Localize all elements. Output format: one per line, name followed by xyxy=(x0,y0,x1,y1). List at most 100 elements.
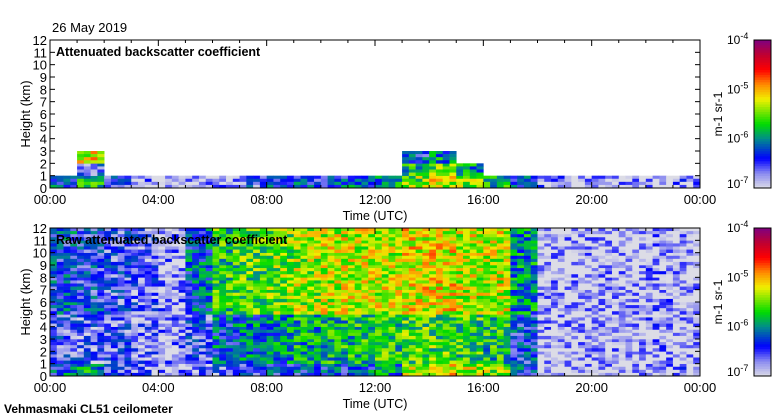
heatmap-cell xyxy=(347,332,355,337)
heatmap-cell xyxy=(456,314,464,318)
heatmap-cell xyxy=(544,357,552,361)
heatmap-cell xyxy=(97,348,105,352)
heatmap-cell xyxy=(56,305,64,309)
heatmap-cell xyxy=(537,308,545,312)
heatmap-cell xyxy=(259,178,267,183)
heatmap-cell xyxy=(544,255,552,260)
panel-title: Attenuated backscatter coefficient xyxy=(56,45,261,59)
heatmap-cell xyxy=(77,166,85,170)
heatmap-cell xyxy=(503,240,511,244)
heatmap-cell xyxy=(131,351,139,355)
heatmap-cell xyxy=(408,258,416,263)
heatmap-cell xyxy=(50,261,58,266)
heatmap-cell xyxy=(253,302,261,306)
heatmap-cell xyxy=(666,240,674,244)
heatmap-cell xyxy=(435,363,444,368)
colorbar-segment xyxy=(754,153,771,157)
heatmap-cell xyxy=(422,181,430,186)
heatmap-cell xyxy=(138,305,146,309)
heatmap-cell xyxy=(205,342,213,346)
heatmap-cell xyxy=(381,295,389,300)
heatmap-cell xyxy=(611,314,620,318)
heatmap-cell xyxy=(273,305,281,309)
heatmap-cell xyxy=(341,255,349,260)
heatmap-cell xyxy=(510,184,518,189)
heatmap-cell xyxy=(652,265,660,269)
heatmap-cell xyxy=(110,372,119,377)
heatmap-cell xyxy=(205,311,213,315)
heatmap-cell xyxy=(679,317,687,321)
heatmap-cell xyxy=(449,354,457,358)
heatmap-cell xyxy=(300,249,308,253)
heatmap-cell xyxy=(618,302,626,306)
heatmap-cell xyxy=(192,348,200,352)
heatmap-cell xyxy=(368,298,376,303)
heatmap-cell xyxy=(124,320,132,324)
heatmap-cell xyxy=(198,326,207,331)
heatmap-cell xyxy=(286,369,295,374)
heatmap-cell xyxy=(286,317,295,321)
heatmap-cell xyxy=(259,175,267,180)
heatmap-cell xyxy=(483,298,491,303)
heatmap-cell xyxy=(584,265,592,269)
heatmap-cell xyxy=(564,283,572,287)
heatmap-cell xyxy=(307,360,315,364)
heatmap-cell xyxy=(564,252,572,257)
heatmap-cell xyxy=(469,366,477,371)
heatmap-cell xyxy=(686,329,694,334)
heatmap-cell xyxy=(90,311,98,315)
heatmap-cell xyxy=(205,369,213,374)
heatmap-cell xyxy=(165,277,173,281)
heatmap-cell xyxy=(645,268,653,272)
heatmap-cell xyxy=(666,298,674,303)
heatmap-cell xyxy=(158,351,166,355)
heatmap-cell xyxy=(165,181,173,186)
heatmap-cell xyxy=(381,329,389,334)
heatmap-cell xyxy=(584,295,592,300)
heatmap-cell xyxy=(584,249,592,253)
heatmap-cell xyxy=(361,317,369,321)
heatmap-cell xyxy=(537,345,545,349)
heatmap-cell xyxy=(124,175,132,180)
heatmap-cell xyxy=(83,252,91,257)
heatmap-cell xyxy=(517,335,525,340)
heatmap-cell xyxy=(578,265,586,269)
heatmap-cell xyxy=(388,366,396,371)
heatmap-cell xyxy=(517,351,525,355)
heatmap-cell xyxy=(165,372,173,377)
heatmap-cell xyxy=(551,308,559,312)
heatmap-cell xyxy=(347,295,355,300)
heatmap-cell xyxy=(639,354,647,358)
heatmap-cell xyxy=(280,305,288,309)
heatmap-cell xyxy=(408,305,416,309)
heatmap-cell xyxy=(679,274,687,278)
heatmap-cell xyxy=(266,332,274,337)
heatmap-cell xyxy=(131,178,139,183)
heatmap-cell xyxy=(476,372,484,377)
heatmap-cell xyxy=(408,154,416,158)
heatmap-cell xyxy=(212,271,220,275)
heatmap-cell xyxy=(307,298,315,303)
heatmap-cell xyxy=(50,265,58,269)
heatmap-cell xyxy=(104,357,112,361)
heatmap-cell xyxy=(490,369,498,374)
heatmap-cell xyxy=(557,320,565,324)
heatmap-cell xyxy=(63,255,71,260)
heatmap-cell xyxy=(138,329,146,334)
heatmap-cell xyxy=(97,283,105,287)
heatmap-cell xyxy=(327,274,335,278)
heatmap-cell xyxy=(408,323,416,327)
heatmap-cell xyxy=(77,369,85,374)
heatmap-cell xyxy=(537,292,545,297)
heatmap-cell xyxy=(77,249,85,253)
heatmap-cell xyxy=(415,243,423,247)
heatmap-cell xyxy=(70,258,78,263)
heatmap-cell xyxy=(598,184,606,189)
heatmap-cell xyxy=(442,295,450,300)
heatmap-cell xyxy=(341,246,349,250)
heatmap-cell xyxy=(375,265,383,269)
heatmap-cell xyxy=(429,317,437,321)
heatmap-cell xyxy=(354,298,362,303)
heatmap-cell xyxy=(510,357,518,361)
